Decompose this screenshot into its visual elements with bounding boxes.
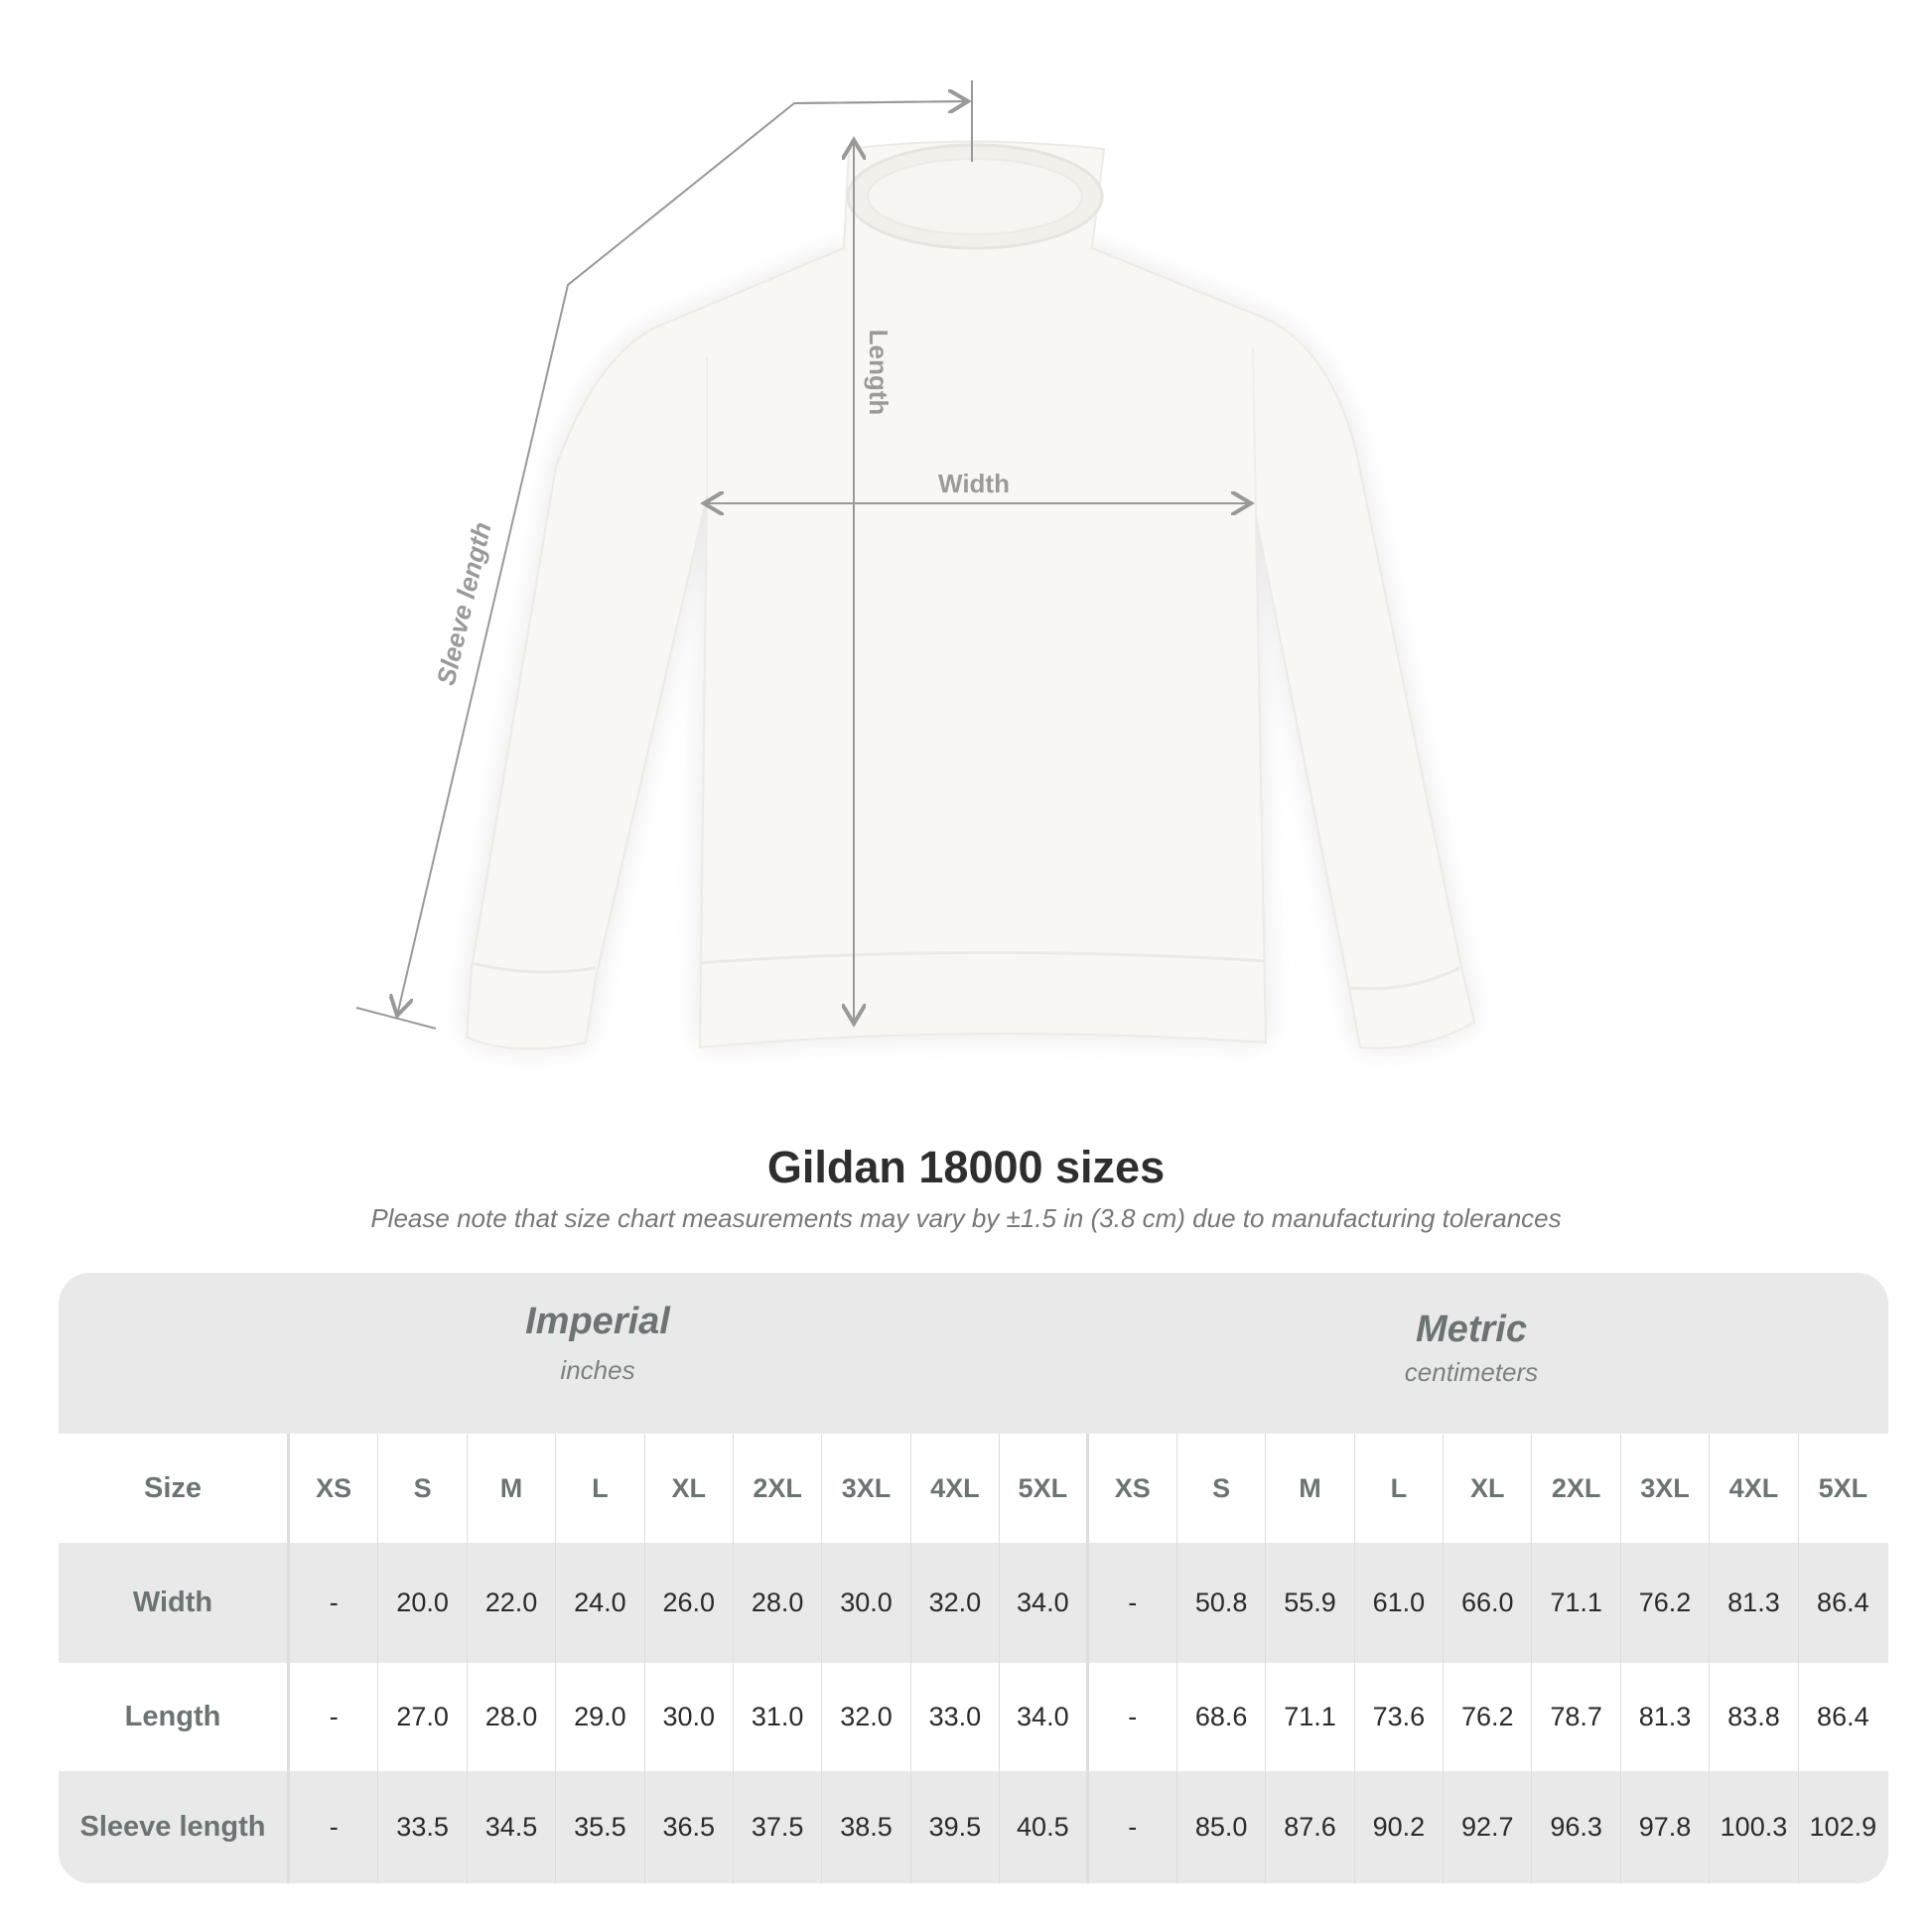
value-cell: 81.3 bbox=[1621, 1663, 1711, 1771]
size-header-cell: 4XL bbox=[1710, 1434, 1799, 1543]
width-label: Width bbox=[938, 469, 1010, 498]
value-cell: - bbox=[1089, 1771, 1177, 1883]
value-cell: 81.3 bbox=[1710, 1543, 1799, 1663]
imperial-unit: inches bbox=[560, 1355, 635, 1385]
size-header-cell: 3XL bbox=[822, 1434, 911, 1543]
value-cell: 32.0 bbox=[822, 1663, 911, 1771]
size-header-cell: XS bbox=[1089, 1434, 1177, 1543]
value-cell: 66.0 bbox=[1444, 1543, 1533, 1663]
value-cell: 102.9 bbox=[1809, 1812, 1877, 1842]
size-header-cell: 3XL bbox=[1621, 1434, 1711, 1543]
size-header-cell: S bbox=[1177, 1434, 1267, 1543]
size-header-cell: L bbox=[556, 1434, 645, 1543]
value-cell: 71.1 bbox=[1532, 1543, 1621, 1663]
value-cell: 55.9 bbox=[1266, 1543, 1355, 1663]
value-cell: 36.5 bbox=[645, 1771, 734, 1883]
sleeve-length-label: Sleeve length bbox=[431, 519, 497, 688]
value-cell: - bbox=[1089, 1663, 1177, 1771]
value-cell: 28.0 bbox=[468, 1663, 557, 1771]
value-cell: 34.0 bbox=[1000, 1543, 1089, 1663]
value-cell: 34.5 bbox=[468, 1771, 557, 1883]
value-cell: 90.2 bbox=[1355, 1771, 1445, 1883]
size-header-cell: 4XL bbox=[911, 1434, 1001, 1543]
imperial-title: Imperial bbox=[525, 1301, 670, 1342]
size-header-cell: M bbox=[468, 1434, 557, 1543]
row-label: Width bbox=[59, 1543, 290, 1663]
value-cell: 83.8 bbox=[1710, 1663, 1799, 1771]
size-header-cell: 5XL bbox=[1000, 1434, 1089, 1543]
value-cell: 87.6 bbox=[1266, 1771, 1355, 1883]
table-row: Length -27.0 28.0 29.0 30.0 31.0 32.0 33.0 34.0-… bbox=[59, 1663, 1888, 1771]
value-cell: 68.6 bbox=[1177, 1663, 1267, 1771]
value-cell: 76.2 bbox=[1444, 1663, 1533, 1771]
value-cell: - bbox=[290, 1543, 379, 1663]
value-cell: 29.0 bbox=[556, 1663, 645, 1771]
value-cell: 32.0 bbox=[911, 1543, 1001, 1663]
length-label: Length bbox=[864, 330, 894, 416]
size-header-cell: XS bbox=[290, 1434, 379, 1543]
value-cell: 86.4 bbox=[1817, 1702, 1869, 1731]
tolerance-note: Please note that size chart measurements… bbox=[370, 1203, 1562, 1233]
page-title: Gildan 18000 sizes bbox=[766, 1142, 1166, 1192]
size-header-cell: S bbox=[378, 1434, 468, 1543]
measurement-lines bbox=[355, 80, 1251, 1030]
table-row: Sleeve length -33.5 34.5 35.5 36.5 37.5 38.5 39… bbox=[59, 1771, 1888, 1883]
value-cell: 31.0 bbox=[734, 1663, 823, 1771]
value-cell: 92.7 bbox=[1444, 1771, 1533, 1883]
value-cell: - bbox=[290, 1663, 379, 1771]
value-cell: 34.0 bbox=[1000, 1663, 1089, 1771]
value-cell: - bbox=[290, 1771, 379, 1883]
table-row: Width -20.0 22.0 24.0 26.0 28.0 30.0 32.0 34.0-5… bbox=[59, 1543, 1888, 1663]
size-header-cell: L bbox=[1355, 1434, 1445, 1543]
value-cell: 22.0 bbox=[468, 1543, 557, 1663]
size-header-cell: 2XL bbox=[734, 1434, 823, 1543]
row-label: Length bbox=[59, 1663, 290, 1771]
value-cell: 30.0 bbox=[645, 1663, 734, 1771]
value-cell: 35.5 bbox=[556, 1771, 645, 1883]
value-cell: 76.2 bbox=[1621, 1543, 1711, 1663]
size-header-row: Size XS S M L XL 2XL 3XL 4XL 5XL XS S M L XL 2XL 3XL 4XL 5… bbox=[59, 1434, 1888, 1543]
value-cell: 78.7 bbox=[1532, 1663, 1621, 1771]
metric-header: Metric centimeters bbox=[1273, 1309, 1670, 1388]
value-cell: 71.1 bbox=[1266, 1663, 1355, 1771]
value-cell: 97.8 bbox=[1621, 1771, 1711, 1883]
row-label: Size bbox=[59, 1434, 290, 1543]
value-cell: 24.0 bbox=[556, 1543, 645, 1663]
metric-title: Metric bbox=[1416, 1309, 1527, 1350]
sweatshirt-image bbox=[465, 140, 1476, 1050]
value-cell: 39.5 bbox=[911, 1771, 1001, 1883]
value-cell: 30.0 bbox=[822, 1543, 911, 1663]
size-header-cell: 2XL bbox=[1532, 1434, 1621, 1543]
size-header-cell: 5XL bbox=[1818, 1472, 1868, 1503]
size-header-cell: XL bbox=[1444, 1434, 1533, 1543]
value-cell: 26.0 bbox=[645, 1543, 734, 1663]
value-cell: 86.4 bbox=[1817, 1587, 1869, 1617]
value-cell: 85.0 bbox=[1177, 1771, 1267, 1883]
table-header: Imperial inches Metric centimeters bbox=[59, 1273, 1888, 1434]
value-cell: 50.8 bbox=[1177, 1543, 1267, 1663]
sweatshirt-diagram: Length Width Sleeve length bbox=[355, 80, 1476, 1050]
imperial-header: Imperial inches bbox=[399, 1301, 796, 1386]
value-cell: 20.0 bbox=[378, 1543, 468, 1663]
value-cell: - bbox=[1089, 1543, 1177, 1663]
value-cell: 73.6 bbox=[1355, 1663, 1445, 1771]
value-cell: 61.0 bbox=[1355, 1543, 1445, 1663]
value-cell: 28.0 bbox=[734, 1543, 823, 1663]
value-cell: 100.3 bbox=[1710, 1771, 1799, 1883]
value-cell: 33.5 bbox=[378, 1771, 468, 1883]
value-cell: 37.5 bbox=[734, 1771, 823, 1883]
size-header-cell: M bbox=[1266, 1434, 1355, 1543]
value-cell: 33.0 bbox=[911, 1663, 1001, 1771]
metric-unit: centimeters bbox=[1404, 1357, 1539, 1387]
row-label: Sleeve length bbox=[59, 1771, 290, 1883]
value-cell: 40.5 bbox=[1000, 1771, 1089, 1883]
value-cell: 96.3 bbox=[1532, 1771, 1621, 1883]
size-table: Imperial inches Metric centimeters Size X… bbox=[59, 1273, 1888, 1883]
size-header-cell: XL bbox=[645, 1434, 734, 1543]
value-cell: 27.0 bbox=[378, 1663, 468, 1771]
value-cell: 38.5 bbox=[822, 1771, 911, 1883]
